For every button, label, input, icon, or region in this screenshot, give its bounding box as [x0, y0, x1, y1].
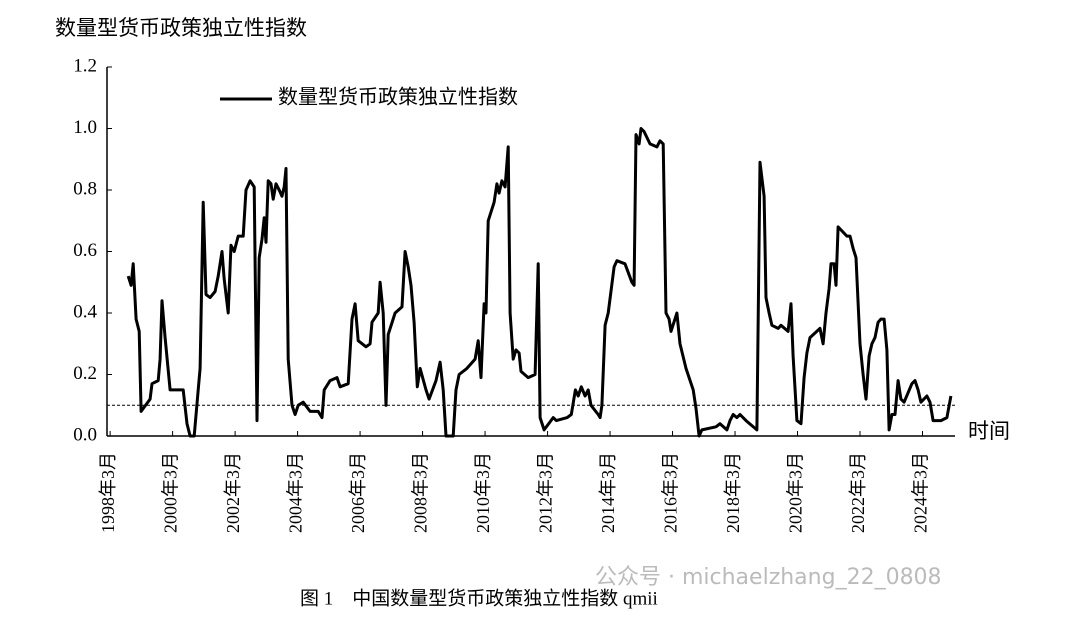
x-tick-label: 2012年3月	[536, 452, 556, 533]
data-line	[126, 127, 953, 438]
x-tick-label: 2016年3月	[661, 452, 681, 533]
y-tick-label: 0.2	[73, 363, 97, 384]
x-tick-label: 2008年3月	[411, 452, 431, 533]
x-tick-label: 2000年3月	[161, 452, 181, 533]
y-tick-label: 0.0	[73, 424, 97, 445]
watermark: 公众号 · michaelzhang_22_0808	[595, 565, 942, 590]
y-tick-label: 0.4	[73, 301, 97, 322]
x-tick-label: 1998年3月	[98, 452, 118, 533]
x-tick-label: 2010年3月	[473, 452, 493, 533]
x-tick-label: 2014年3月	[598, 452, 618, 533]
legend-label: 数量型货币政策独立性指数	[278, 86, 518, 109]
y-tick-label: 0.8	[73, 178, 97, 199]
y-tick-label: 0.6	[73, 240, 97, 261]
x-tick-label: 2020年3月	[786, 452, 806, 533]
y-axis-title: 数量型货币政策独立性指数	[55, 16, 307, 40]
x-tick-label: 2006年3月	[348, 452, 368, 533]
caption: 图 1 中国数量型货币政策独立性指数 qmii	[300, 587, 658, 609]
y-tick-label: 1.2	[73, 55, 97, 76]
y-tick-label: 1.0	[73, 117, 97, 138]
x-tick-label: 2024年3月	[911, 452, 931, 533]
x-axis-title: 时间	[968, 419, 1010, 443]
x-tick-label: 2002年3月	[223, 452, 243, 533]
x-tick-label: 2004年3月	[286, 452, 306, 533]
x-tick-label: 2022年3月	[848, 452, 868, 533]
x-tick-label: 2018年3月	[723, 452, 743, 533]
